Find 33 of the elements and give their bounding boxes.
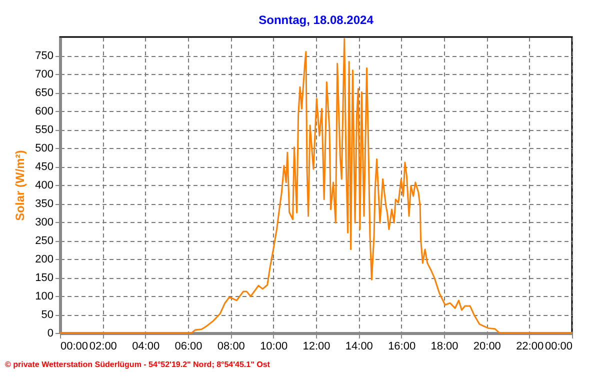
- y-tick-label: 700: [35, 68, 54, 80]
- x-tick-label: 00:00: [60, 340, 88, 352]
- y-tick-label: 300: [35, 216, 54, 228]
- text: © private Wetterstation Süderlügum - 54°52'19.2" Nord; 8°54'45.1" Ost: [5, 360, 270, 369]
- x-tick-label: 04:00: [132, 340, 160, 352]
- x-tick-label: 14:00: [345, 340, 373, 352]
- y-tick-label: 600: [35, 106, 54, 118]
- y-tick-label: 250: [35, 235, 54, 247]
- x-tick-label: 02:00: [89, 340, 117, 352]
- y-tick-label: 450: [35, 161, 54, 173]
- x-tick-label: 12:00: [302, 340, 330, 352]
- x-tick-label: 10:00: [260, 340, 288, 352]
- y-tick-label: 100: [35, 290, 54, 302]
- y-tick-label: 500: [35, 142, 54, 154]
- x-tick-label: 16:00: [388, 340, 416, 352]
- y-axis-title: Solar (W/m²): [13, 150, 28, 221]
- y-tick-label: 50: [41, 309, 54, 321]
- y-tick-label: 550: [35, 124, 54, 136]
- line-series: [59, 38, 573, 334]
- y-tick-label: 650: [35, 87, 54, 99]
- y-tick-label: 400: [35, 180, 54, 192]
- y-tick-label: 350: [35, 198, 54, 210]
- chart-title: Sonntag, 18.08.2024: [258, 13, 374, 27]
- y-tick-label: 0: [47, 328, 54, 340]
- x-tick-label: 18:00: [430, 340, 458, 352]
- x-tick-label: 06:00: [174, 340, 202, 352]
- y-tick-label: 200: [35, 254, 54, 266]
- y-tick-label: 750: [35, 50, 54, 62]
- x-tick-label: 20:00: [473, 340, 501, 352]
- x-tick-label: 08:00: [217, 340, 245, 352]
- x-tick-label: 00:00: [544, 340, 572, 352]
- y-tick-label: 150: [35, 272, 54, 284]
- x-tick-label: 22:00: [516, 340, 544, 352]
